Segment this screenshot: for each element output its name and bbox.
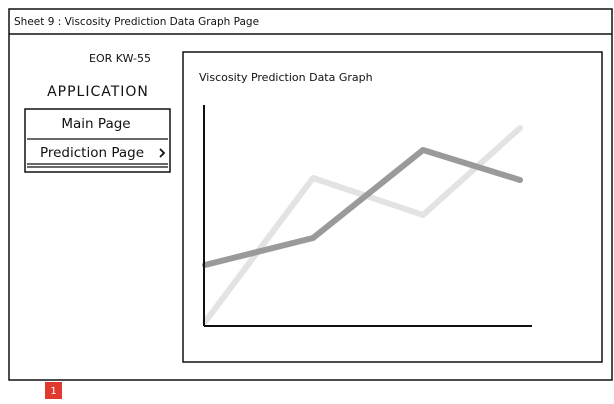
window-frame <box>8 8 613 381</box>
app-name: APPLICATION <box>47 84 149 100</box>
graph-title: Viscosity Prediction Data Graph <box>199 71 373 84</box>
brand: EOR KW-55 <box>89 52 151 65</box>
menu-item[interactable]: Main Page <box>61 116 130 132</box>
menu-box <box>24 108 171 173</box>
placeholder-line <box>202 147 523 268</box>
menu-label[interactable]: Prediction Page <box>40 145 144 161</box>
menu-item[interactable]: Prediction Page <box>40 145 166 161</box>
sheet-title: Sheet 9 : Viscosity Prediction Data Grap… <box>14 16 259 28</box>
menu-label[interactable]: Main Page <box>61 116 130 132</box>
badge <box>45 382 62 399</box>
menu-arrow <box>159 148 166 158</box>
badge-label: 1 <box>50 386 56 397</box>
graph-panel <box>182 51 603 363</box>
